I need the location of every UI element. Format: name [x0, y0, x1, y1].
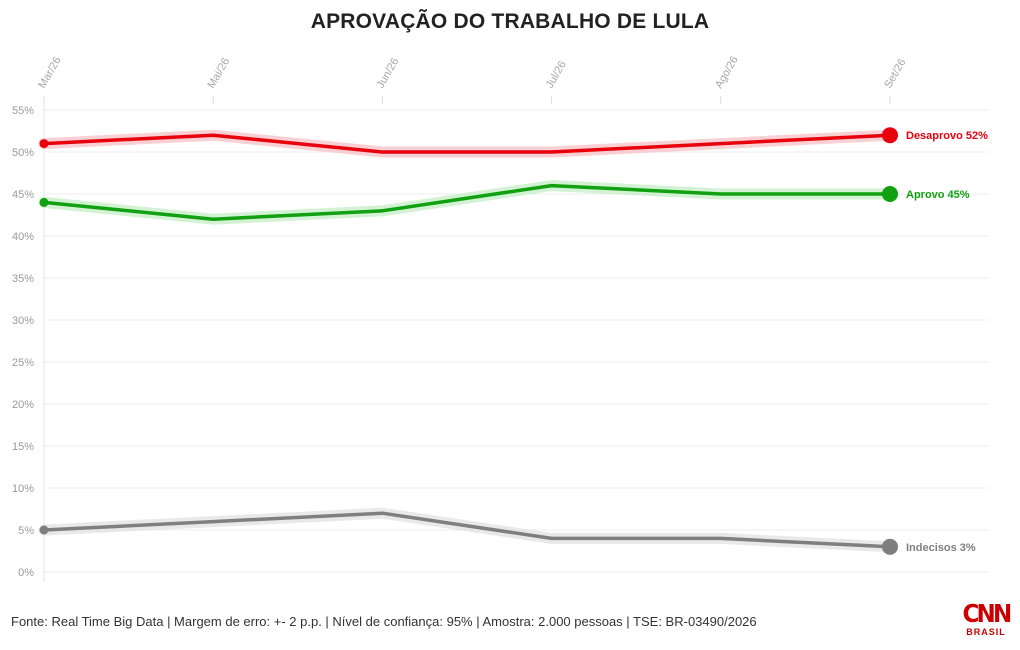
x-tick-label: Mar/26	[36, 55, 64, 91]
x-tick-label: Jul/26	[544, 59, 569, 90]
source-footnote: Fonte: Real Time Big Data | Margem de er…	[11, 614, 757, 629]
chart-title: APROVAÇÃO DO TRABALHO DE LULA	[310, 10, 710, 33]
y-tick-label: 35%	[12, 273, 34, 285]
y-tick-label: 50%	[12, 147, 34, 159]
y-tick-label: 0%	[18, 567, 34, 579]
x-axis-ticks: Mar/26 Mai/26 Jun/26 Jul/26 Ago/26 Set/26	[36, 54, 908, 90]
grid-lines	[43, 96, 988, 582]
series-end-label: Indecisos 3%	[906, 542, 976, 554]
series-end-label: Desaprovo 52%	[906, 130, 988, 142]
logo-subtitle: BRASIL	[966, 627, 1006, 637]
series-start-point	[39, 139, 49, 149]
cnn-brasil-logo: CNN BRASIL	[958, 599, 1014, 637]
series-start-point	[39, 197, 49, 207]
y-tick-label: 10%	[12, 483, 34, 495]
x-tick-label: Jun/26	[375, 56, 402, 91]
y-tick-label: 20%	[12, 399, 34, 411]
line-chart: 0% 5% 10% 15% 20% 25% 30% 35% 40% 45% 50% 55% Mar/2…	[12, 54, 988, 582]
y-tick-label: 30%	[12, 315, 34, 327]
series-lines	[38, 127, 898, 555]
y-tick-label: 5%	[18, 525, 34, 537]
x-tick-label: Ago/26	[713, 54, 741, 90]
y-tick-label: 45%	[12, 189, 34, 201]
x-tick-label: Set/26	[882, 57, 908, 91]
series-end-point	[882, 127, 898, 144]
y-tick-label: 40%	[12, 231, 34, 243]
series-line-desaprovo	[42, 133, 892, 154]
series-end-point	[882, 186, 898, 202]
series-end-point	[882, 538, 898, 555]
x-tick-label: Mai/26	[205, 56, 232, 91]
y-tick-label: 25%	[12, 357, 34, 369]
series-end-label: Aprovo 45%	[906, 189, 970, 201]
series-line-aprovo	[42, 183, 892, 221]
logo-brand: CNN	[962, 599, 1012, 628]
y-tick-label: 55%	[12, 105, 34, 117]
series-end-labels: Desaprovo 52% Aprovo 45% Indecisos 3%	[906, 130, 988, 554]
series-start-point	[39, 525, 49, 535]
y-tick-label: 15%	[12, 441, 34, 453]
series-line-indecisos	[42, 511, 892, 549]
y-axis-ticks: 0% 5% 10% 15% 20% 25% 30% 35% 40% 45% 50% 55%	[12, 105, 34, 579]
